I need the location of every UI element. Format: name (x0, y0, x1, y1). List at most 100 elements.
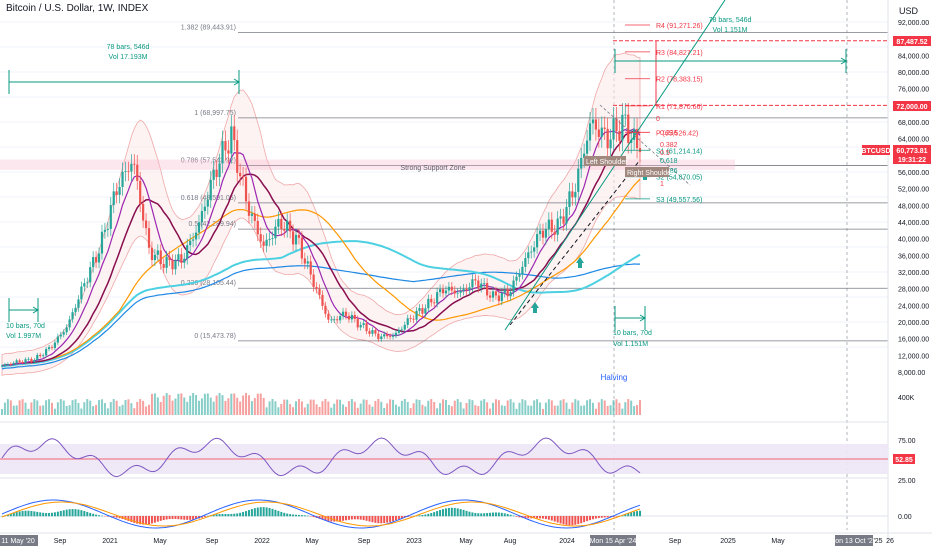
ma-mid-line (1, 130, 641, 367)
price-tick-label: 48,000.00 (898, 203, 929, 210)
macd-histogram-bar (59, 510, 62, 517)
candle-body (403, 324, 406, 330)
measure-label: 10 bars, 70d (613, 330, 652, 337)
macd-histogram-bar (27, 510, 30, 517)
pivot-label: R3 (84,827.21) (656, 50, 703, 57)
time-tick-label: Sep (54, 538, 67, 545)
macd-tick-label: 0.00 (898, 514, 912, 521)
volume-bar (330, 407, 333, 415)
candle-body (224, 141, 227, 151)
candle-body (192, 239, 195, 241)
price-tick-label: 40,000.00 (898, 237, 929, 244)
candle-body (339, 316, 342, 321)
candle-body (297, 234, 301, 238)
volume-bar (68, 405, 71, 415)
time-tick-label: Sep (669, 538, 682, 545)
candle-body (286, 220, 289, 231)
macd-histogram-bar (289, 514, 292, 517)
bollinger-band (1, 52, 641, 376)
ma-200-line (1, 263, 640, 370)
candle-body (115, 191, 118, 195)
range-arrowhead (639, 314, 646, 322)
support-zone (0, 159, 735, 170)
right-shoulder-tag: Right Shoulder (625, 167, 674, 177)
candle-body (471, 279, 474, 288)
candle-body (86, 282, 89, 284)
candle-body (212, 169, 215, 180)
candle-body (444, 290, 448, 294)
volume-bar (527, 405, 530, 415)
candle-body (42, 355, 45, 357)
candle-body (350, 314, 353, 320)
candle-body (515, 276, 518, 281)
candle-body (524, 258, 527, 267)
range-arrowhead (233, 78, 240, 86)
volume-bar (236, 397, 239, 415)
candle-body (65, 327, 68, 333)
macd-histogram-bar (195, 516, 198, 520)
candle-body (144, 220, 148, 229)
volume-bar (98, 400, 101, 415)
measure-range-small-left (8, 298, 39, 322)
candle-body (494, 291, 498, 296)
halving-label: Halving (601, 373, 628, 382)
tag-text: Right Shoulder (627, 170, 674, 177)
macd-histogram-bar (571, 516, 574, 526)
candle-body (568, 191, 571, 208)
time-tick-label: 2022 (254, 538, 270, 545)
macd-histogram-bar (233, 513, 236, 517)
candle-body (159, 250, 162, 265)
macd-histogram-bar (365, 516, 368, 521)
macd-histogram-bar (312, 516, 315, 518)
volume-bar (124, 399, 127, 415)
volume-bar (509, 399, 512, 415)
macd-histogram-bar (630, 512, 633, 517)
candle-body (538, 230, 542, 235)
macd-histogram-bar (6, 514, 9, 517)
volume-bar (491, 402, 494, 415)
macd-histogram-bar (347, 516, 350, 520)
volume-bar (453, 400, 456, 415)
candle-body (94, 257, 98, 263)
macd-histogram-bar (612, 516, 615, 517)
candle-body (24, 359, 27, 363)
price-marker-bg (893, 36, 931, 46)
candle-body (136, 164, 139, 181)
volume-bar (533, 400, 536, 415)
macd-histogram-bar (447, 507, 450, 517)
volume-bar (218, 393, 221, 415)
macd-histogram-bar (418, 515, 421, 517)
macd-histogram-bar (74, 509, 77, 517)
ma-cyan-line (1, 240, 641, 368)
fib-level-label: 1.382 (89,443.91) (181, 25, 236, 32)
macd-histogram-bar (539, 516, 542, 519)
macd-histogram-bar (297, 514, 300, 517)
volume-bar (215, 395, 218, 415)
volume-bar (230, 393, 233, 415)
price-marker-label: BTCUSD (861, 148, 890, 155)
candle-body (591, 119, 595, 124)
time-tick-label: May (771, 538, 785, 545)
macd-histogram-bar (515, 516, 518, 517)
candle-body (30, 358, 33, 363)
time-tick-label: May (305, 538, 319, 545)
price-tick-label: 28,000.00 (898, 287, 929, 294)
candle-body (0, 365, 4, 367)
candle-body (206, 199, 209, 207)
volume-bar (342, 404, 345, 415)
macd-histogram-bar (153, 516, 156, 523)
macd-histogram-bar (453, 507, 456, 517)
candle-body (174, 260, 177, 270)
measure-label: Vol 1.151M (712, 27, 747, 34)
volume-bar (353, 401, 356, 415)
candle-body (133, 163, 136, 165)
macd-histogram-bar (430, 513, 433, 517)
volume-bar (45, 400, 48, 415)
macd-histogram-bar (218, 514, 221, 517)
volume-bar (489, 408, 492, 415)
volume-bar (456, 399, 459, 415)
volume-bar (424, 406, 427, 415)
candle-body (359, 325, 362, 328)
price-marker-label: 19:31:22 (898, 157, 926, 164)
